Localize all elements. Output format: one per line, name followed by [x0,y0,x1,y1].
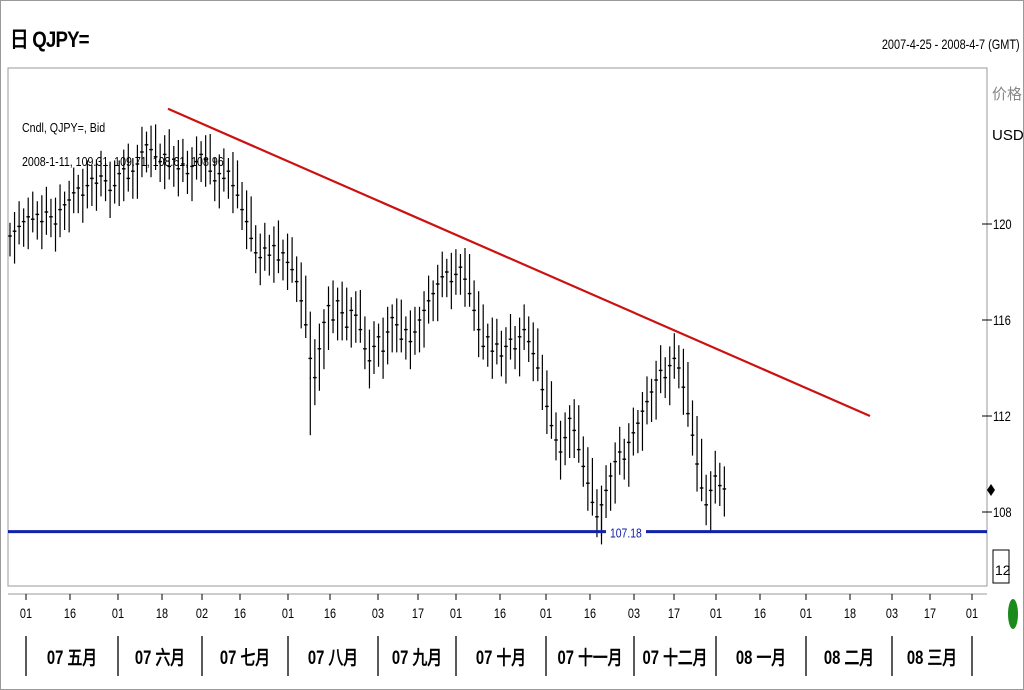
y-tick-label: 120 [993,217,1012,232]
x-tick-label: 03 [372,606,384,622]
x-tick-label: 03 [628,606,640,622]
x-tick-label: 16 [754,606,766,622]
x-tick-label: 17 [412,606,424,622]
month-label: 08 三月 [907,647,957,668]
month-label: 07 五月 [47,647,97,668]
x-tick-label: 16 [64,606,76,622]
zoom-box [992,549,1010,584]
x-tick-label: 01 [966,606,978,622]
month-labels: 07 五月 07 六月 07 七月 07 八月 07 九月 07 十月 07 十一月 07 十… [25,636,973,676]
x-tick-label: 16 [324,606,336,622]
x-tick-label: 16 [234,606,246,622]
info-line-2: 2008-1-11, 109.31, 109.71, 108.61, 108.9… [22,154,224,169]
x-tick-label: 01 [282,606,294,622]
axis-unit-top: 价格 [992,86,1022,103]
support-label-bg [606,523,646,540]
x-tick-label: 18 [844,606,856,622]
x-tick-label: 01 [540,606,552,622]
y-tick-label: 112 [993,409,1011,424]
x-axis-ticks: 01 16 01 18 02 16 01 16 03 17 01 16 01 16 03 17 01 16 01 18… [20,594,978,621]
x-tick-label: 01 [112,606,124,622]
plot-area [7,67,988,587]
month-label: 07 十一月 [558,646,623,668]
x-tick-label: 18 [156,606,168,622]
x-tick-label: 16 [494,606,506,622]
x-tick-label: 17 [668,606,680,622]
x-tick-label: 01 [450,606,462,622]
x-tick-label: 02 [196,606,208,622]
y-tick-label: 108 [993,505,1012,520]
month-label: 07 十月 [476,646,526,668]
info-line-1: Cndl, QJPY=, Bid [22,120,105,135]
month-label: 07 九月 [392,647,442,668]
x-tick-label: 01 [710,606,722,622]
month-label: 07 十二月 [643,646,708,668]
y-tick-label: 116 [993,313,1011,328]
instrument-title: 日 QJPY= [10,27,90,52]
axis-unit: USD [992,127,1024,144]
y-axis-ticks: 120 116 112 108 [982,217,1012,520]
current-price-marker [987,484,995,496]
month-label: 07 八月 [308,647,358,668]
month-label: 08 二月 [824,647,874,668]
status-indicator-icon [1008,599,1018,629]
resistance-trendline [167,107,871,418]
month-label: 08 一月 [736,647,786,668]
x-tick-label: 01 [800,606,812,622]
x-tick-label: 01 [20,606,32,622]
candle-series [8,124,727,545]
date-range-label: 2007-4-25 - 2008-4-7 (GMT) [882,36,1020,52]
x-tick-label: 03 [886,606,898,622]
zoom-label: 12 [995,562,1011,578]
x-tick-label: 17 [924,606,936,622]
month-label: 07 六月 [135,646,185,668]
month-label: 07 七月 [220,647,270,668]
support-value-label: 107.18 [610,527,642,541]
x-tick-label: 16 [584,606,596,622]
